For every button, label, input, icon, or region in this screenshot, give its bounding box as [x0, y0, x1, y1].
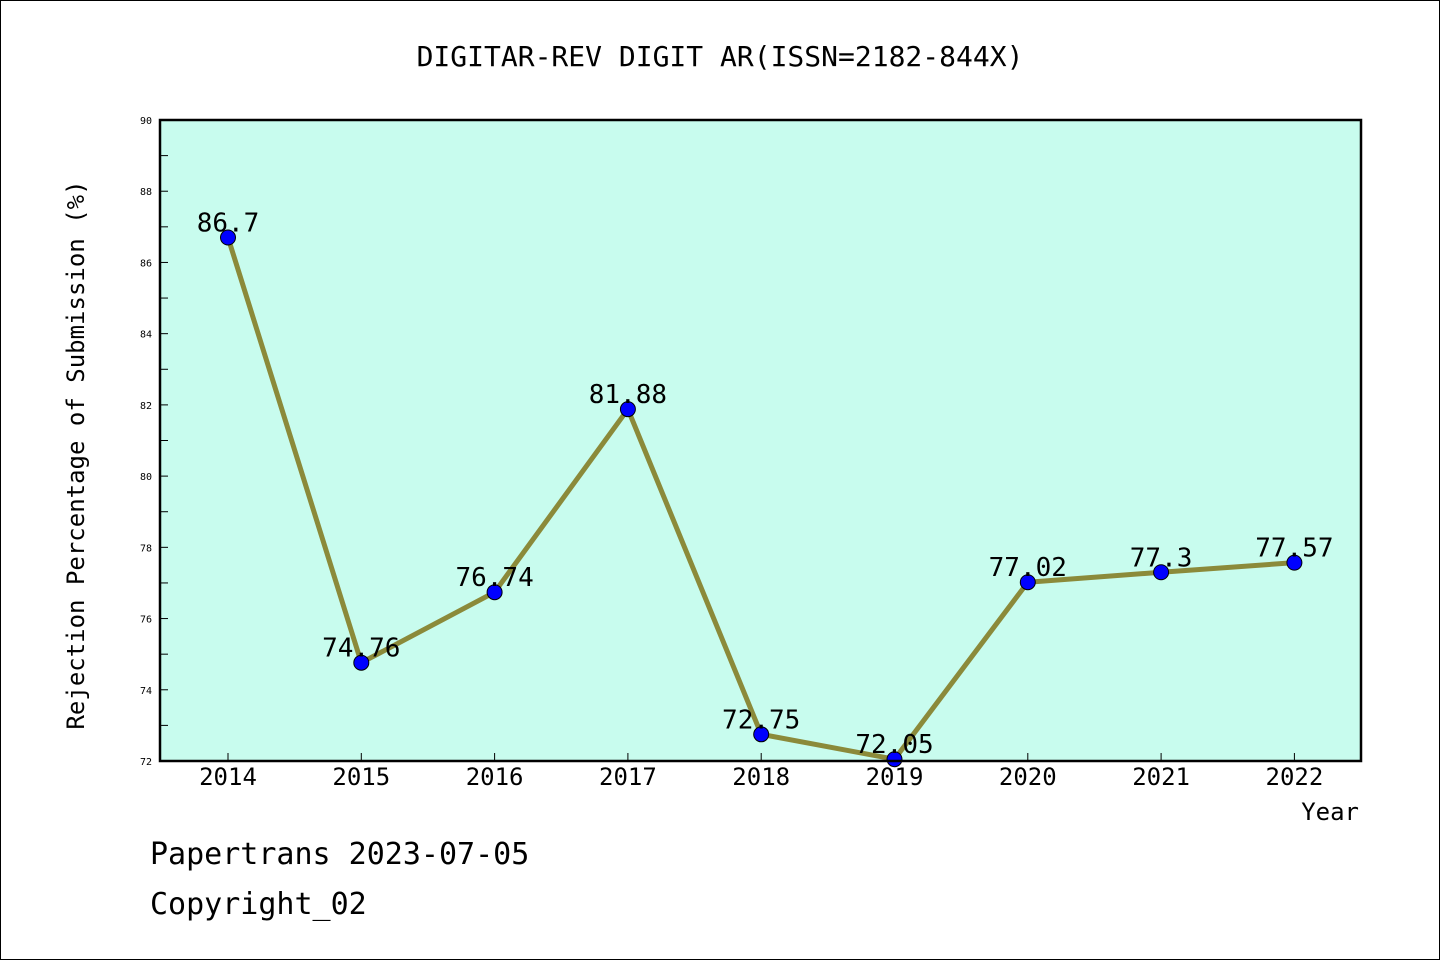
data-point — [1019, 574, 1036, 591]
x-tick-label: 2021 — [1132, 763, 1190, 791]
y-tick-label: 72 — [140, 757, 152, 768]
x-tick-label: 2018 — [732, 763, 790, 791]
plot-area — [160, 120, 1361, 761]
data-label: 77.3 — [1130, 543, 1193, 573]
x-tick-label: 2015 — [332, 763, 390, 791]
y-tick-label: 88 — [140, 187, 152, 198]
x-axis: 2014 2015 2016 2017 2018 2019 2020 2021 2022 — [199, 753, 1323, 791]
plot-border — [158, 118, 1363, 763]
y-tick-label: 78 — [140, 543, 152, 554]
y-axis: 72 74 76 78 80 82 84 86 88 90 — [140, 116, 168, 768]
data-label: 76.74 — [455, 563, 533, 593]
data-label: 74.76 — [322, 634, 400, 664]
data-point — [220, 229, 236, 246]
data-label: 86.7 — [197, 209, 260, 239]
x-tick-label: 2020 — [999, 763, 1057, 791]
y-tick-label: 90 — [140, 116, 152, 127]
x-axis-label: Year — [1301, 798, 1359, 826]
y-tick-label: 84 — [140, 330, 152, 341]
x-tick-label: 2017 — [599, 763, 657, 791]
chart-title: DIGITAR-REV DIGIT AR(ISSN=2182-844X) — [417, 40, 1024, 73]
data-label: 77.57 — [1255, 534, 1333, 564]
data-point — [619, 401, 636, 418]
y-tick-label: 82 — [140, 401, 152, 412]
y-axis-label: Rejection Percentage of Submission (%) — [62, 180, 90, 729]
data-point — [353, 654, 370, 671]
x-tick-label: 2022 — [1266, 763, 1324, 791]
data-label: 77.02 — [989, 553, 1067, 583]
y-tick-label: 86 — [140, 258, 152, 269]
y-tick-label: 76 — [140, 615, 152, 626]
data-point — [486, 584, 503, 601]
data-point — [753, 726, 770, 743]
data-label: 81.88 — [589, 380, 667, 410]
data-point — [1153, 564, 1170, 581]
data-label: 72.75 — [722, 705, 800, 735]
y-tick-label: 74 — [140, 686, 152, 697]
data-point — [1286, 554, 1303, 571]
y-tick-label: 80 — [140, 472, 152, 483]
series-line-group: 86.7 74.76 76.74 81.88 72.75 72.05 77.02 77.3 77… — [197, 209, 1334, 768]
x-tick-label: 2016 — [466, 763, 524, 791]
data-label: 72.05 — [855, 730, 933, 760]
footer-line-1: Papertrans 2023-07-05 — [150, 837, 529, 872]
x-tick-label: 2014 — [199, 763, 257, 791]
footer-line-2: Copyright_02 — [150, 887, 367, 922]
data-point — [886, 751, 903, 768]
x-tick-label: 2019 — [866, 763, 924, 791]
